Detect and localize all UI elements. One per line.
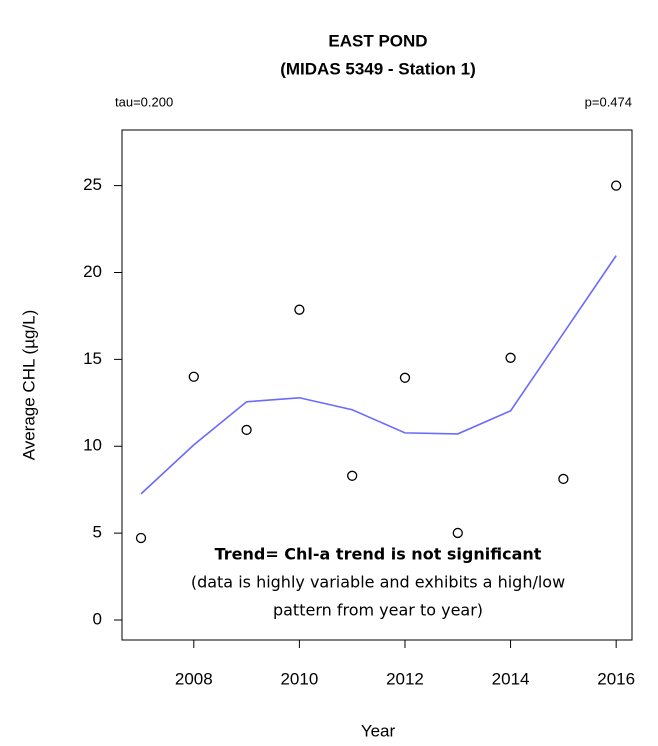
y-tick-label: 15 <box>83 349 102 368</box>
x-tick-label: 2008 <box>175 669 213 688</box>
chart-title: EAST POND <box>328 31 427 50</box>
y-tick-label: 0 <box>93 610 102 629</box>
data-point <box>611 180 622 191</box>
y-tick-label: 20 <box>83 262 102 281</box>
data-point <box>188 371 199 382</box>
data-point <box>135 532 147 544</box>
y-axis-label: Average CHL (µg/L) <box>19 310 38 461</box>
x-tick-label: 2014 <box>492 669 530 688</box>
p-note: p=0.474 <box>585 94 632 109</box>
x-tick-label: 2012 <box>386 669 424 688</box>
data-point <box>347 470 358 481</box>
data-point <box>241 424 252 436</box>
annotation: (data is highly variable and exhibits a … <box>191 573 565 592</box>
data-point <box>558 473 569 485</box>
data-point <box>452 527 463 539</box>
annotation: pattern from year to year) <box>273 601 483 620</box>
trend-line <box>140 255 617 495</box>
x-tick-label: 2016 <box>597 669 635 688</box>
tau-note: tau=0.200 <box>115 94 173 109</box>
plot-frame <box>121 129 633 641</box>
data-point <box>399 372 411 383</box>
annotation: Trend= Chl-a trend is not significant <box>215 545 542 564</box>
x-tick-label: 2010 <box>280 669 318 688</box>
chart-title: (MIDAS 5349 - Station 1) <box>280 59 476 78</box>
x-axis-label: Year <box>361 721 396 740</box>
y-tick-label: 25 <box>83 175 102 194</box>
y-tick-label: 5 <box>93 523 102 542</box>
data-point <box>505 352 516 363</box>
y-tick-label: 10 <box>83 436 102 455</box>
data-point <box>294 304 305 315</box>
